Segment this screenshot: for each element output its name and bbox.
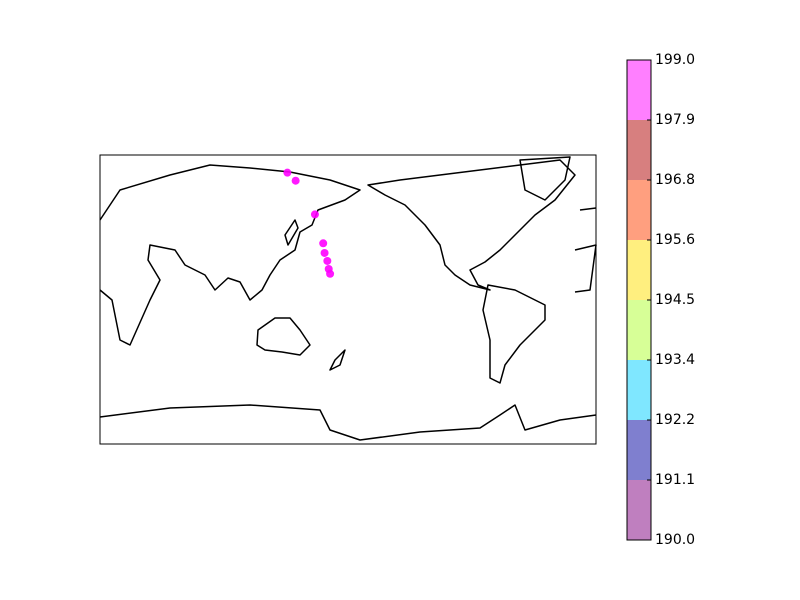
point	[283, 168, 292, 177]
colorbar-tick-label: 194.5	[655, 292, 695, 308]
colorbar: 190.0 191.1 192.2 193.4 194.5 195.6 196.8 197.9…	[626, 52, 695, 548]
colorbar-bin	[627, 240, 651, 300]
colorbar-tick-label: 196.8	[655, 172, 695, 188]
colorbar-tick-label: 197.9	[655, 112, 695, 128]
antarctica	[99, 404, 597, 441]
europe-edge	[574, 207, 597, 293]
colorbar-bin	[627, 480, 651, 540]
colorbar-tick-label: 193.4	[655, 352, 695, 368]
colorbar-bin	[627, 360, 651, 420]
colorbar-bin	[627, 300, 651, 360]
point	[326, 269, 335, 278]
colorbar-tick-label: 199.0	[655, 52, 695, 68]
japan	[284, 219, 299, 246]
north-america	[367, 159, 576, 291]
colorbar-tick-label: 192.2	[655, 412, 695, 428]
greenland	[519, 156, 571, 201]
eurasia-africa	[99, 164, 361, 346]
point	[319, 239, 328, 248]
colorbar-tick-label: 195.6	[655, 232, 695, 248]
coastlines	[99, 156, 597, 441]
south-america	[482, 284, 546, 384]
point	[320, 248, 329, 257]
point	[323, 256, 332, 265]
colorbar-bin	[627, 120, 651, 180]
colorbar-tick-label: 190.0	[655, 532, 695, 548]
point	[310, 210, 319, 219]
colorbar-bin	[627, 180, 651, 240]
australia	[256, 317, 311, 356]
new-zealand	[329, 349, 346, 371]
colorbar-bin	[627, 60, 651, 120]
point	[291, 176, 300, 185]
map-frame	[99, 154, 597, 445]
colorbar-tick-label: 191.1	[655, 472, 695, 488]
colorbar-bin	[627, 420, 651, 480]
points	[283, 168, 335, 278]
